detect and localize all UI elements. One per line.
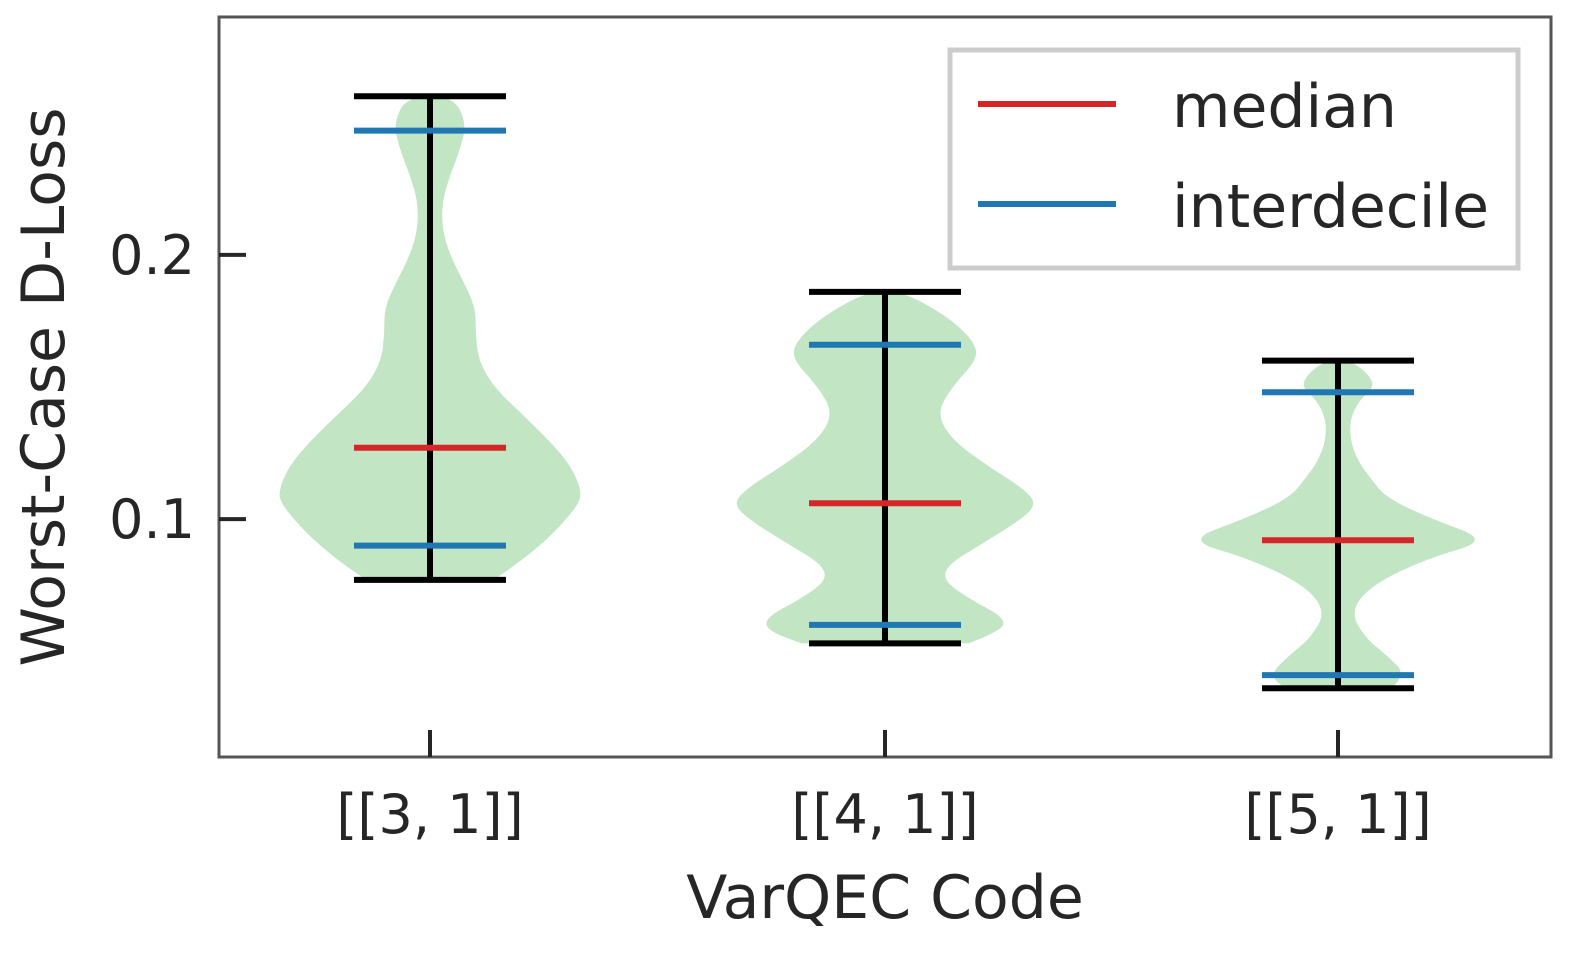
y-axis: 0.1 0.2 (109, 224, 246, 551)
x-axis-label: VarQEC Code (686, 863, 1084, 933)
legend-interdecile-label: interdecile (1172, 172, 1489, 242)
x-tick-label-1: [[3, 1]] (336, 783, 523, 846)
legend-frame (947, 47, 1521, 271)
x-axis: [[3, 1]] [[4, 1]] [[5, 1]] (336, 730, 1432, 846)
x-tick-label-3: [[5, 1]] (1244, 783, 1431, 846)
legend: median interdecile (947, 47, 1521, 271)
y-tick-label-2: 0.2 (109, 224, 195, 287)
statistics-layer (354, 93, 1414, 692)
x-tick-label-2: [[4, 1]] (791, 783, 978, 846)
y-axis-label: Worst-Case D-Loss (9, 108, 79, 667)
legend-median-label: median (1172, 72, 1397, 142)
y-tick-label-1: 0.1 (109, 488, 195, 551)
